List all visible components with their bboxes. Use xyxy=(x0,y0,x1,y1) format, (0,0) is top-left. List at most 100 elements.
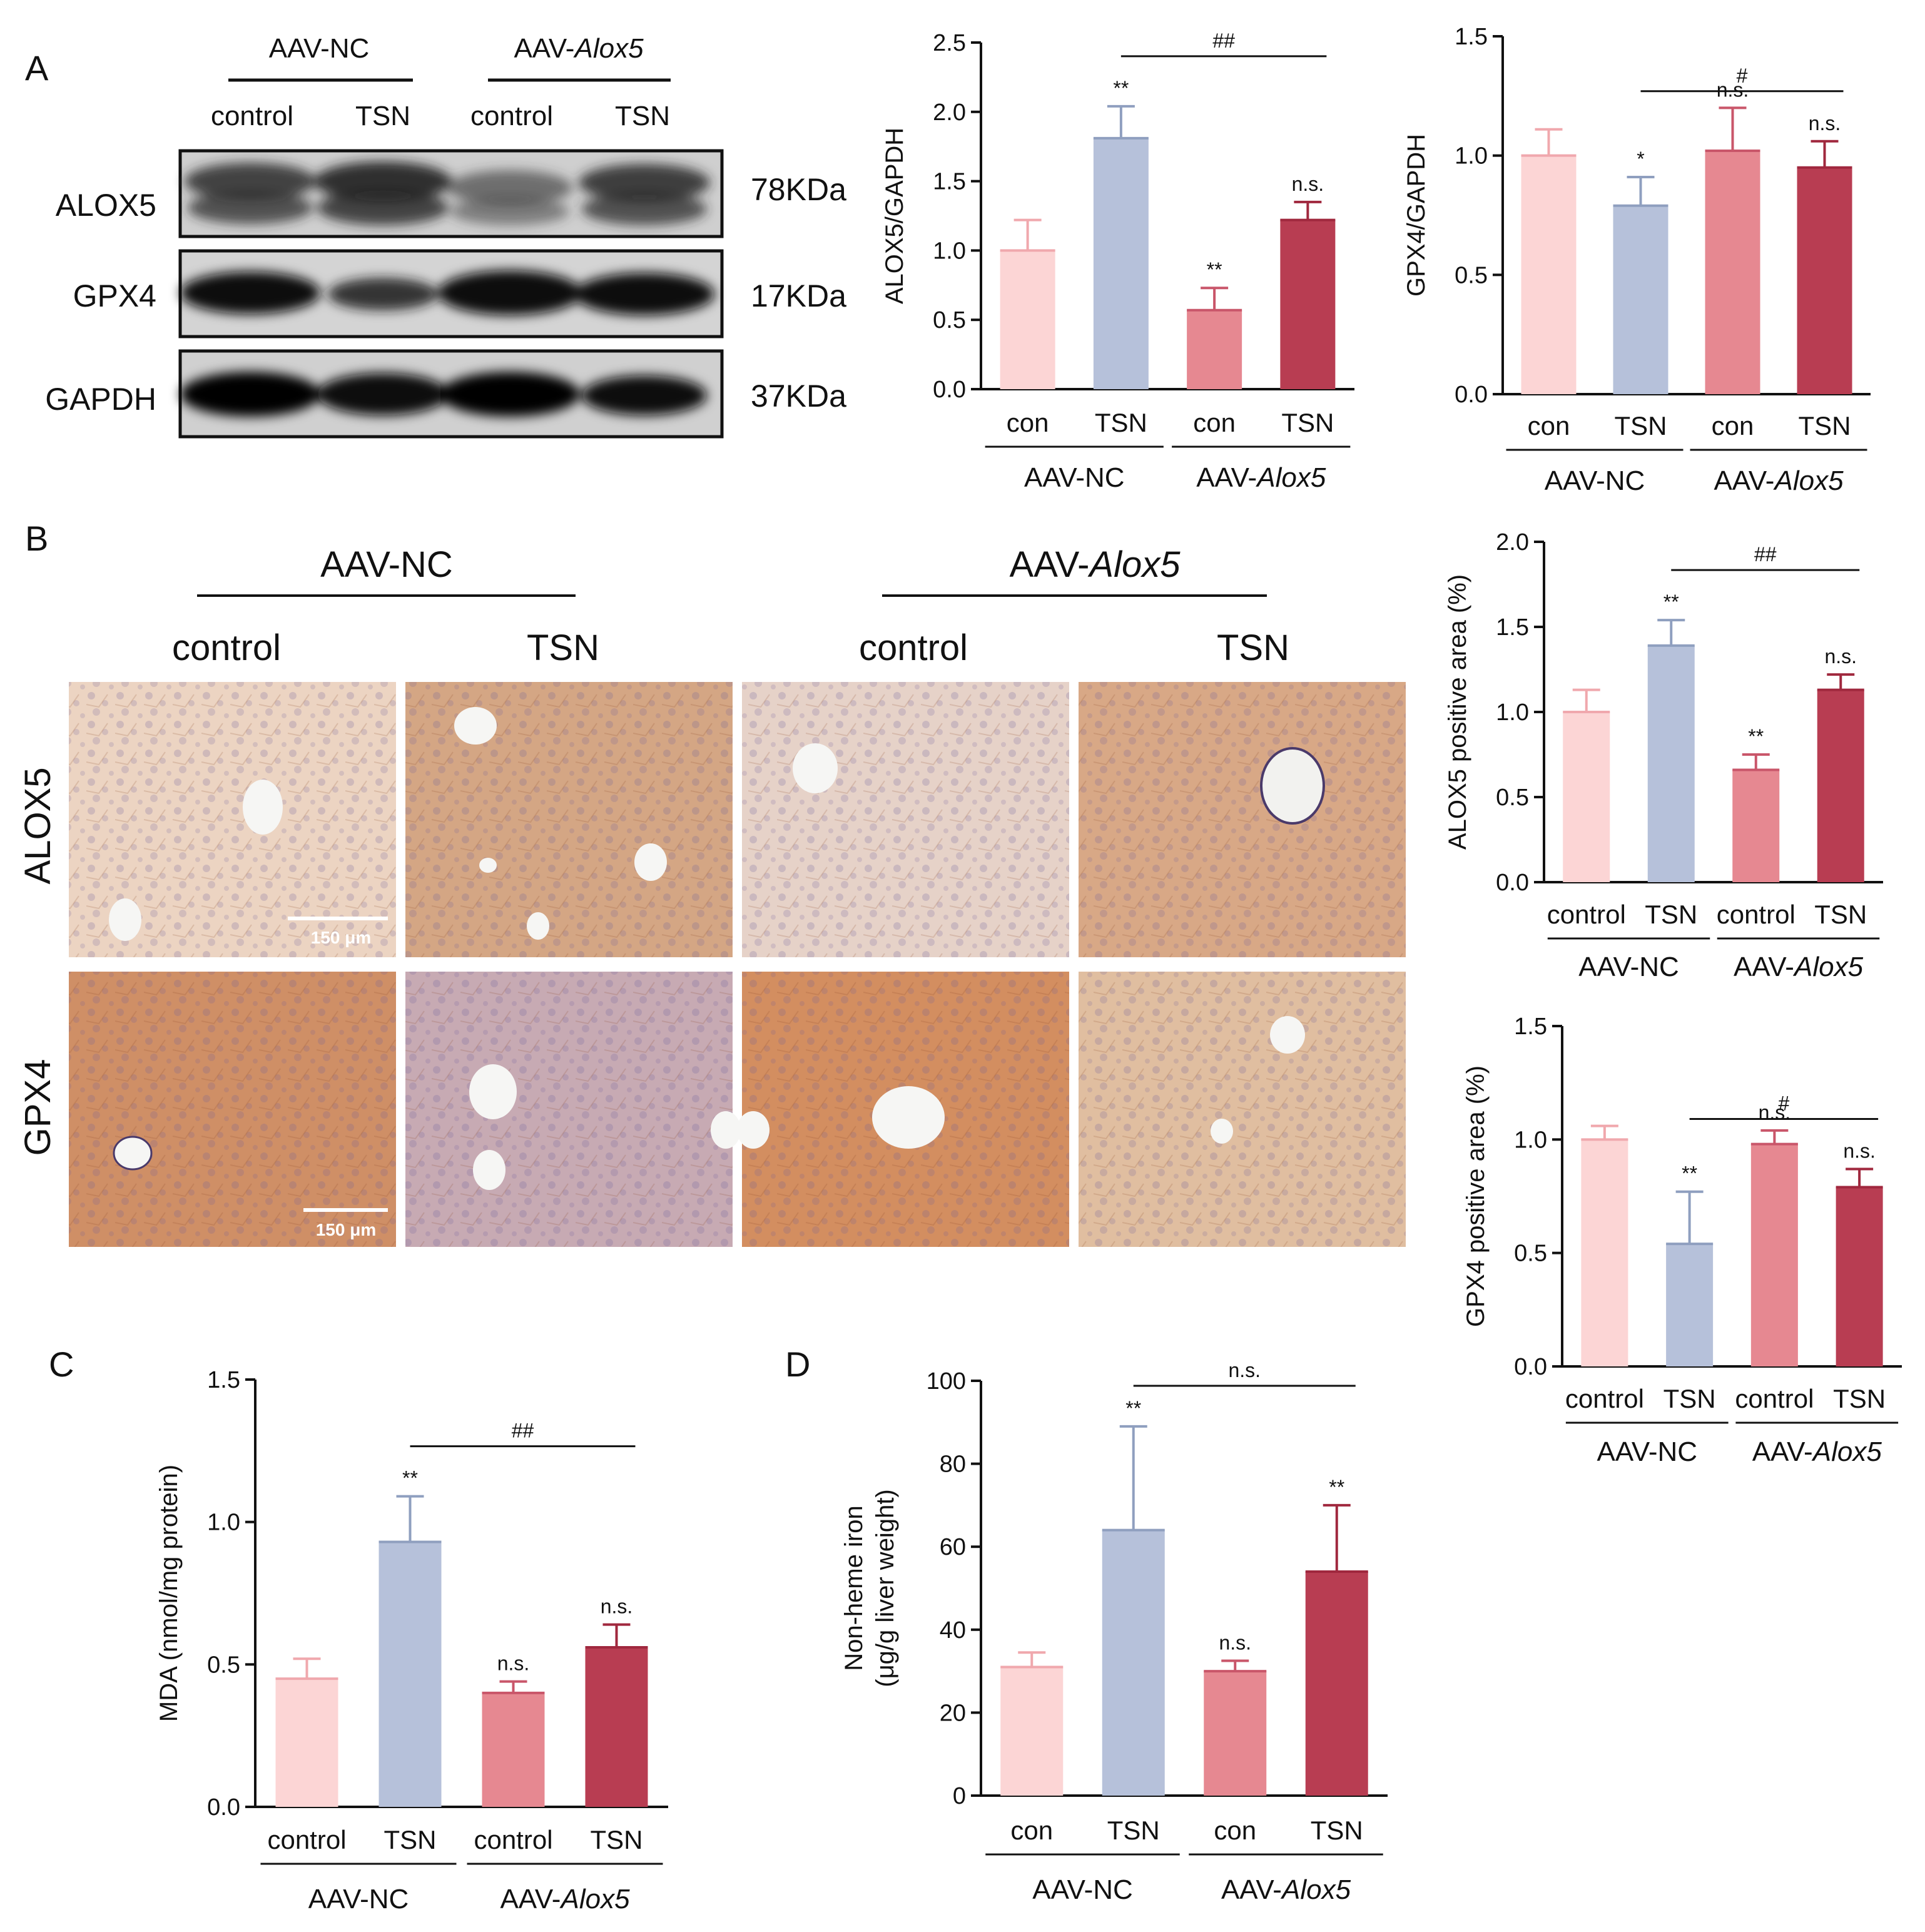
group-label-nc: AAV-NC xyxy=(1024,462,1125,493)
band xyxy=(438,270,582,315)
significance-label: ** xyxy=(402,1467,418,1490)
ihc-image-alox5-alox5-control xyxy=(742,682,1069,957)
group-label-gene: Alox5 xyxy=(1811,1436,1882,1467)
bar xyxy=(1750,1144,1798,1366)
y-tick-label: 100 xyxy=(927,1368,966,1395)
bar xyxy=(1000,1667,1064,1796)
band xyxy=(582,375,707,415)
ihc-condition: control xyxy=(859,628,968,668)
wb-condition: control xyxy=(211,101,293,131)
bar xyxy=(1797,167,1852,394)
significance-label: * xyxy=(1637,148,1644,170)
category-label: TSN xyxy=(591,1825,643,1854)
y-tick-label: 20 xyxy=(940,1700,966,1726)
wb-group-nc: AAV-NC xyxy=(269,33,370,64)
band xyxy=(180,372,320,417)
group-label-alox5: AAV-Alox5 xyxy=(1734,952,1864,982)
ihc-image-gpx4-nc-control: 150 μm xyxy=(69,972,396,1247)
group-label-nc: AAV-NC xyxy=(1032,1874,1133,1905)
wb-size-label: 78KDa xyxy=(751,172,846,207)
ihc-image-gpx4-alox5-control xyxy=(737,972,1069,1247)
bar xyxy=(1204,1671,1267,1796)
wb-condition: TSN xyxy=(615,101,670,131)
category-label: con xyxy=(1528,411,1570,440)
y-tick-label: 0.5 xyxy=(1496,785,1529,811)
group-label-prefix: AAV- xyxy=(500,1884,561,1914)
band xyxy=(582,193,707,225)
bar xyxy=(482,1692,545,1807)
y-tick-label: 1.5 xyxy=(1455,24,1488,50)
panel-label-b: B xyxy=(25,519,48,558)
category-label: con xyxy=(1193,408,1236,437)
group-label-prefix: AAV- xyxy=(1752,1436,1813,1467)
y-axis-label: MDA (nmol/mg protein) xyxy=(155,1465,183,1722)
y-tick-label: 2.0 xyxy=(933,99,966,126)
comparison-label: ## xyxy=(1754,543,1777,566)
category-label: con xyxy=(1214,1816,1256,1845)
y-tick-label: 1.0 xyxy=(933,238,966,264)
bar xyxy=(585,1647,648,1807)
significance-label: ** xyxy=(1207,258,1222,281)
chart-mda: 0.0 0.5 1.0 1.5 MDA (nmol/mg protein) control… xyxy=(155,1367,668,1914)
comparison-label: # xyxy=(1778,1092,1789,1114)
category-label: TSN xyxy=(1281,408,1334,437)
y-tick-label: 0.5 xyxy=(1455,262,1488,288)
bar xyxy=(1581,1139,1628,1366)
y-tick-label: 1.0 xyxy=(1455,143,1488,170)
band xyxy=(314,161,452,201)
y-tick-label: 0 xyxy=(953,1783,966,1809)
y-tick-label: 0.5 xyxy=(207,1652,240,1678)
group-label-gene: Alox5 xyxy=(1255,462,1326,493)
group-label-nc: AAV-NC xyxy=(308,1884,409,1914)
significance-label: n.s. xyxy=(1717,78,1749,101)
significance-label: ** xyxy=(1748,725,1764,748)
category-label: TSN xyxy=(1107,1816,1160,1845)
y-axis-label-line: Non-heme iron xyxy=(840,1505,868,1671)
significance-label: n.s. xyxy=(1824,645,1857,668)
significance-label: ** xyxy=(1113,77,1129,99)
band xyxy=(188,191,313,224)
bar xyxy=(1705,151,1760,395)
category-label: TSN xyxy=(1663,1384,1716,1413)
y-tick-label: 1.5 xyxy=(933,169,966,195)
wb-size-label: 17KDa xyxy=(751,278,846,313)
band xyxy=(328,278,438,310)
group-label-prefix: AAV- xyxy=(1221,1874,1282,1905)
significance-label: ** xyxy=(1663,591,1679,613)
y-axis-label: Non-heme iron (μg/g liver weight) xyxy=(840,1489,899,1687)
band xyxy=(185,163,316,200)
band xyxy=(450,198,569,225)
y-axis-label: GPX4 positive area (%) xyxy=(1462,1065,1490,1327)
group-label-nc: AAV-NC xyxy=(1578,952,1679,982)
y-tick-label: 60 xyxy=(940,1534,966,1560)
scale-bar-label: 150 μm xyxy=(311,928,372,947)
ihc-group-alox5: AAV-Alox5 xyxy=(1010,544,1181,585)
band xyxy=(180,272,320,314)
y-tick-label: 2.0 xyxy=(1496,529,1529,556)
wb-size-label: 37KDa xyxy=(751,379,846,414)
wb-condition: control xyxy=(470,101,553,131)
group-label-gene: Alox5 xyxy=(1280,1874,1351,1905)
y-tick-label: 80 xyxy=(940,1452,966,1478)
ihc-image-gpx4-alox5-tsn xyxy=(1079,972,1406,1247)
comparison-label: ## xyxy=(1212,29,1235,52)
y-tick-label: 0.0 xyxy=(1496,870,1529,896)
ihc-image-alox5-nc-tsn xyxy=(405,682,733,957)
significance-label: n.s. xyxy=(1843,1139,1876,1162)
wb-condition: TSN xyxy=(355,101,410,131)
category-label: TSN xyxy=(1799,411,1851,440)
ihc-row-label: GPX4 xyxy=(18,1059,58,1156)
category-label: control xyxy=(474,1825,552,1854)
panel-label-c: C xyxy=(49,1345,74,1384)
ihc-condition: TSN xyxy=(1217,628,1289,668)
y-axis-label: ALOX5 positive area (%) xyxy=(1444,574,1471,850)
category-label: con xyxy=(1712,411,1754,440)
comparison-label: n.s. xyxy=(1228,1359,1261,1381)
category-label: con xyxy=(1007,408,1049,437)
gapdh-bands xyxy=(180,372,707,417)
bar xyxy=(1000,250,1055,389)
bar xyxy=(1102,1530,1165,1796)
group-label-gene: Alox5 xyxy=(559,1884,630,1914)
category-label: TSN xyxy=(1814,900,1867,929)
group-label-nc: AAV-NC xyxy=(1597,1436,1697,1467)
